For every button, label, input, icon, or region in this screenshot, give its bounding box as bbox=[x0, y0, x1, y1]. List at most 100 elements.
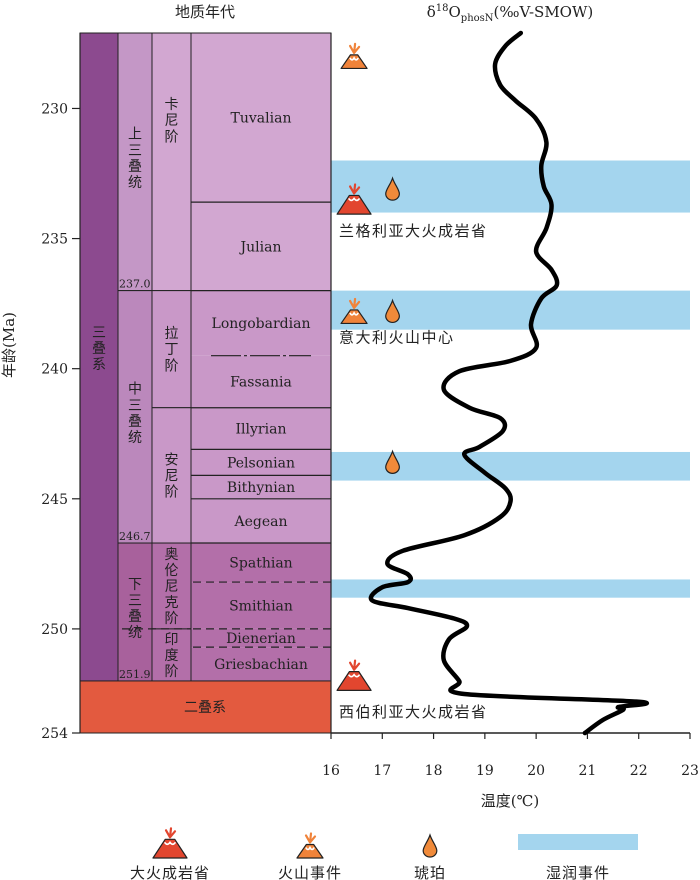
stage-label-0: 卡尼阶 bbox=[165, 97, 179, 145]
substage-label-6: Bithynian bbox=[227, 480, 295, 496]
volcano-small-marker-3-cone bbox=[340, 309, 368, 325]
legend-label-1: 火山事件 bbox=[278, 864, 342, 880]
amber-marker-2 bbox=[385, 176, 400, 201]
volcano-large-marker-6-cone bbox=[336, 671, 372, 691]
amber-marker-5 bbox=[385, 449, 400, 474]
volcano-large-marker-6-crater bbox=[347, 673, 361, 678]
legend-label-3: 湿润事件 bbox=[546, 864, 610, 880]
substage-label-3: Fassania bbox=[230, 375, 292, 391]
x-tick-label-0: 16 bbox=[322, 763, 340, 779]
stage-label-4: 印度阶 bbox=[165, 632, 179, 680]
x-tick-label-1: 17 bbox=[373, 763, 391, 779]
substage-box-3 bbox=[191, 355, 331, 408]
legend-volcano-small-icon-crater bbox=[305, 845, 315, 851]
series-box-0 bbox=[117, 32, 153, 292]
isotope-sub: phosN bbox=[461, 13, 494, 24]
geologic-time-title: 地质年代 bbox=[175, 3, 235, 21]
legend-volcano-small-icon-plume bbox=[304, 832, 317, 844]
substage-box-5 bbox=[191, 449, 331, 476]
amber-marker-4 bbox=[385, 298, 400, 324]
annotation-0: 兰格利亚大火成岩省 bbox=[339, 222, 488, 240]
isotope-unit: (‰V-SMOW) bbox=[494, 3, 594, 21]
substage-box-1 bbox=[191, 202, 331, 291]
series-label-0: 上三叠统 bbox=[128, 127, 142, 191]
legend-volcano-large-icon-cone bbox=[152, 838, 188, 859]
y-tick-label-4: 250 bbox=[41, 622, 68, 638]
substage-box-4 bbox=[191, 407, 331, 450]
humid-band-2 bbox=[331, 451, 690, 481]
substage-label-5: Pelsonian bbox=[227, 455, 295, 471]
substage-label-8: Spathian bbox=[229, 556, 292, 572]
legend-volcano-large-icon-crater bbox=[163, 840, 177, 846]
substage-box-9 bbox=[191, 582, 331, 629]
y-axis-label: 年龄(Ma) bbox=[0, 312, 18, 378]
annotation-1: 意大利火山中心 bbox=[339, 328, 455, 346]
volcano-small-marker-3-crater bbox=[349, 311, 359, 316]
substage-box-6 bbox=[191, 475, 331, 499]
series-label-2: 下三叠统 bbox=[128, 577, 142, 641]
volcano-small-marker-3-plume bbox=[348, 297, 361, 310]
y-tick-label-1: 235 bbox=[41, 232, 68, 248]
series-label-1: 中三叠统 bbox=[128, 382, 142, 446]
substage-box-2 bbox=[191, 290, 331, 356]
substage-box-0 bbox=[191, 33, 331, 203]
x-tick-label-3: 19 bbox=[476, 763, 494, 779]
substage-label-0: Tuvalian bbox=[231, 111, 292, 127]
substage-label-1: Julian bbox=[239, 239, 282, 255]
system-triassic-label: 三叠系 bbox=[92, 325, 106, 373]
series-base-age-0: 237.0 bbox=[119, 278, 151, 291]
geologic-timescale: 三叠系 上三叠统 237.0 中三叠统 246.7 下三叠统 251.9 卡尼阶拉丁阶安尼阶奥… bbox=[79, 32, 332, 734]
legend-volcano-large-icon-plume bbox=[164, 827, 177, 839]
stage-label-2: 安尼阶 bbox=[165, 452, 179, 500]
substage-label-2: Longobardian bbox=[212, 316, 311, 332]
humid-band-1 bbox=[331, 290, 690, 330]
volcano-large-marker-1 bbox=[336, 183, 372, 215]
volcano-small-marker-0-crater bbox=[349, 56, 359, 61]
stage-box-0 bbox=[151, 32, 192, 292]
x-tick-label-6: 22 bbox=[630, 763, 648, 779]
system-permian-label: 二叠系 bbox=[184, 700, 226, 716]
isotope-sup: 18 bbox=[436, 3, 449, 14]
stage-box-1 bbox=[151, 290, 192, 409]
legend: 大火成岩省 火山事件 琥珀 湿润事件 bbox=[130, 827, 638, 880]
substage-label-4: Illyrian bbox=[236, 422, 287, 438]
substage-box-8 bbox=[191, 543, 331, 583]
substage-box-11 bbox=[191, 647, 331, 681]
isotope-element: O bbox=[448, 3, 460, 21]
x-axis-label: 温度(℃) bbox=[481, 792, 539, 810]
volcano-small-marker-0-plume bbox=[348, 42, 361, 55]
y-tick-label-5: 254 bbox=[41, 726, 68, 742]
substage-label-10: Dienerian bbox=[226, 631, 296, 647]
isotope-axis-title: δ18OphosN(‰V-SMOW) bbox=[427, 3, 594, 24]
substage-box-7 bbox=[191, 498, 331, 544]
system-permian-box bbox=[79, 680, 332, 734]
stage-label-1: 拉丁阶 bbox=[165, 326, 179, 374]
annotation-2: 西伯利亚大火成岩省 bbox=[339, 703, 488, 721]
y-tick-label-3: 245 bbox=[41, 492, 68, 508]
volcano-large-marker-6-plume bbox=[348, 659, 361, 671]
isotope-symbol: δ bbox=[427, 3, 436, 21]
volcano-large-marker-1-cone bbox=[336, 194, 372, 215]
legend-volcano-small-icon bbox=[296, 832, 324, 859]
y-tick-label-2: 240 bbox=[41, 362, 68, 378]
temperature-curve bbox=[368, 30, 650, 736]
substage-label-9: Smithian bbox=[229, 598, 293, 614]
substage-label-7: Aegean bbox=[233, 514, 287, 530]
axes: 230 235 240 245 250 254 16 17 18 19 20 21 22 23 bbox=[41, 33, 699, 779]
volcano-large-marker-6 bbox=[336, 659, 372, 691]
humid-event-bands bbox=[331, 160, 690, 598]
series-box-2 bbox=[117, 542, 153, 682]
x-tick-label-5: 21 bbox=[579, 763, 597, 779]
volcano-large-marker-1-crater bbox=[347, 197, 361, 202]
substage-box-10 bbox=[191, 628, 331, 648]
volcano-small-marker-0-cone bbox=[340, 54, 368, 70]
legend-humid-swatch bbox=[518, 834, 638, 850]
humid-band-0 bbox=[331, 160, 690, 213]
y-tick-label-0: 230 bbox=[41, 101, 68, 117]
legend-amber-icon bbox=[422, 833, 438, 858]
legend-volcano-large-icon bbox=[152, 827, 188, 859]
stage-label-3: 奥伦尼克阶 bbox=[165, 546, 179, 627]
x-tick-label-4: 20 bbox=[527, 763, 545, 779]
